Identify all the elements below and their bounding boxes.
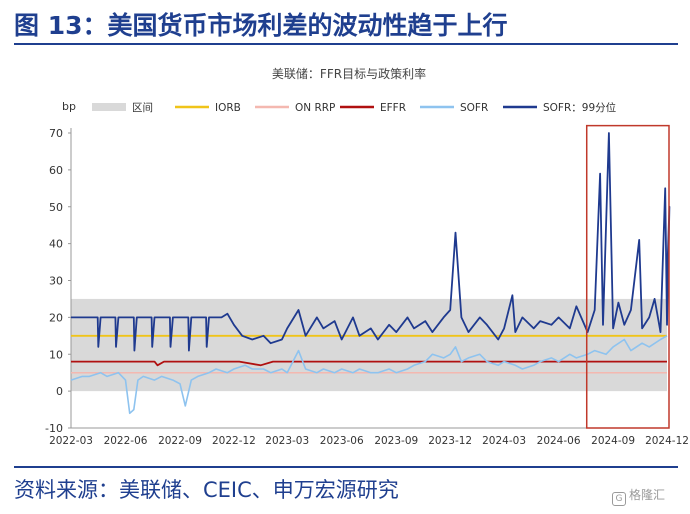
x-tick-label: 2023-09 bbox=[374, 435, 418, 447]
y-tick-label: 50 bbox=[49, 201, 63, 214]
legend-label: IORB bbox=[215, 102, 241, 114]
chart-container: 美联储：FFR目标与政策利率 -10 0 10 20 30 40 50 60 70 bp 2022-0… bbox=[0, 50, 690, 462]
watermark-logo-icon: G bbox=[612, 492, 626, 506]
source-divider bbox=[14, 466, 678, 468]
y-tick-label: -10 bbox=[45, 422, 63, 435]
title-divider bbox=[14, 43, 678, 45]
x-tick-label: 2024-03 bbox=[482, 435, 526, 447]
x-tick-label: 2024-09 bbox=[591, 435, 635, 447]
legend-label: EFFR bbox=[380, 102, 406, 114]
source-note: 资料来源：美联储、CEIC、申万宏源研究 bbox=[14, 478, 399, 502]
x-tick-label: 2024-12 bbox=[645, 435, 689, 447]
y-tick-label: 20 bbox=[49, 311, 63, 324]
chart-svg: 美联储：FFR目标与政策利率 -10 0 10 20 30 40 50 60 70 bp 2022-0… bbox=[45, 66, 689, 447]
highlight-box bbox=[585, 124, 670, 429]
legend-swatch-band bbox=[92, 103, 126, 111]
x-tick-label: 2022-09 bbox=[158, 435, 202, 447]
watermark-text: 格隆汇 bbox=[629, 488, 666, 502]
series-line-4 bbox=[71, 132, 671, 352]
y-tick-label: 60 bbox=[49, 164, 63, 177]
y-tick-label: 30 bbox=[49, 275, 63, 288]
legend-label: SOFR：99分位 bbox=[543, 101, 617, 114]
y-tick-label: 40 bbox=[49, 238, 63, 251]
legend-label: SOFR bbox=[460, 102, 488, 114]
x-tick-label: 2023-12 bbox=[428, 435, 472, 447]
y-tick-label: 10 bbox=[49, 348, 63, 361]
series-line-2 bbox=[71, 360, 667, 367]
watermark: G 格隆汇 bbox=[612, 486, 665, 506]
x-tick-label: 2022-03 bbox=[49, 435, 93, 447]
figure-title: 图 13：美国货币市场利差的波动性趋于上行 bbox=[14, 11, 508, 40]
x-tick-label: 2022-06 bbox=[104, 435, 148, 447]
legend-label: 区间 bbox=[132, 101, 153, 114]
y-tick-label: 70 bbox=[49, 127, 63, 140]
y-axis-label: bp bbox=[62, 100, 76, 113]
x-tick-label: 2023-03 bbox=[265, 435, 309, 447]
legend-label: ON RRP bbox=[295, 102, 335, 114]
series-line-3 bbox=[70, 335, 668, 415]
x-tick-label: 2022-12 bbox=[212, 435, 256, 447]
x-tick-label: 2024-06 bbox=[537, 435, 581, 447]
x-tick-label: 2023-06 bbox=[320, 435, 364, 447]
chart-title: 美联储：FFR目标与政策利率 bbox=[272, 66, 426, 81]
y-tick-label: 0 bbox=[56, 385, 63, 398]
